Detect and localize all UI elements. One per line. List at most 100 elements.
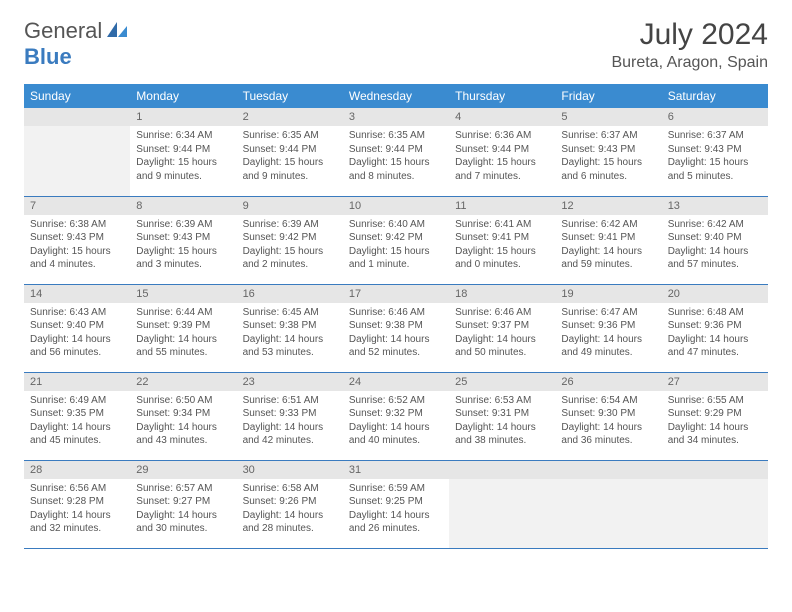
calendar-day: 21Sunrise: 6:49 AMSunset: 9:35 PMDayligh…: [24, 372, 130, 460]
day-number: 9: [237, 197, 343, 215]
calendar-empty: [555, 460, 661, 548]
calendar-day: 29Sunrise: 6:57 AMSunset: 9:27 PMDayligh…: [130, 460, 236, 548]
calendar-day: 14Sunrise: 6:43 AMSunset: 9:40 PMDayligh…: [24, 284, 130, 372]
calendar-day: 31Sunrise: 6:59 AMSunset: 9:25 PMDayligh…: [343, 460, 449, 548]
day-data: Sunrise: 6:48 AMSunset: 9:36 PMDaylight:…: [662, 303, 768, 364]
weekday-header: Thursday: [449, 84, 555, 108]
calendar-row: 14Sunrise: 6:43 AMSunset: 9:40 PMDayligh…: [24, 284, 768, 372]
day-data: Sunrise: 6:59 AMSunset: 9:25 PMDaylight:…: [343, 479, 449, 540]
day-data: Sunrise: 6:40 AMSunset: 9:42 PMDaylight:…: [343, 215, 449, 276]
day-number: 22: [130, 373, 236, 391]
calendar-table: SundayMondayTuesdayWednesdayThursdayFrid…: [24, 84, 768, 549]
day-number: 1: [130, 108, 236, 126]
day-data: Sunrise: 6:52 AMSunset: 9:32 PMDaylight:…: [343, 391, 449, 452]
logo: General: [24, 18, 130, 44]
day-number: 6: [662, 108, 768, 126]
day-data: Sunrise: 6:39 AMSunset: 9:43 PMDaylight:…: [130, 215, 236, 276]
weekday-header: Tuesday: [237, 84, 343, 108]
day-data: Sunrise: 6:43 AMSunset: 9:40 PMDaylight:…: [24, 303, 130, 364]
day-data: Sunrise: 6:44 AMSunset: 9:39 PMDaylight:…: [130, 303, 236, 364]
calendar-row: 21Sunrise: 6:49 AMSunset: 9:35 PMDayligh…: [24, 372, 768, 460]
day-number: 27: [662, 373, 768, 391]
calendar-empty: [449, 460, 555, 548]
calendar-day: 25Sunrise: 6:53 AMSunset: 9:31 PMDayligh…: [449, 372, 555, 460]
location: Bureta, Aragon, Spain: [611, 54, 768, 72]
day-number: 23: [237, 373, 343, 391]
day-number: 14: [24, 285, 130, 303]
calendar-day: 5Sunrise: 6:37 AMSunset: 9:43 PMDaylight…: [555, 108, 661, 196]
month-title: July 2024: [611, 18, 768, 52]
day-data: Sunrise: 6:45 AMSunset: 9:38 PMDaylight:…: [237, 303, 343, 364]
day-number: 25: [449, 373, 555, 391]
day-data: Sunrise: 6:57 AMSunset: 9:27 PMDaylight:…: [130, 479, 236, 540]
logo-word2: Blue: [24, 44, 72, 69]
calendar-empty: [24, 108, 130, 196]
day-number: 13: [662, 197, 768, 215]
calendar-day: 12Sunrise: 6:42 AMSunset: 9:41 PMDayligh…: [555, 196, 661, 284]
calendar-body: 1Sunrise: 6:34 AMSunset: 9:44 PMDaylight…: [24, 108, 768, 548]
calendar-day: 19Sunrise: 6:47 AMSunset: 9:36 PMDayligh…: [555, 284, 661, 372]
calendar-day: 13Sunrise: 6:42 AMSunset: 9:40 PMDayligh…: [662, 196, 768, 284]
day-data: Sunrise: 6:39 AMSunset: 9:42 PMDaylight:…: [237, 215, 343, 276]
day-number: 2: [237, 108, 343, 126]
calendar-day: 28Sunrise: 6:56 AMSunset: 9:28 PMDayligh…: [24, 460, 130, 548]
weekday-header: Saturday: [662, 84, 768, 108]
logo-sail-icon: [106, 20, 128, 43]
day-number: 30: [237, 461, 343, 479]
day-number: 4: [449, 108, 555, 126]
calendar-day: 15Sunrise: 6:44 AMSunset: 9:39 PMDayligh…: [130, 284, 236, 372]
day-data: Sunrise: 6:34 AMSunset: 9:44 PMDaylight:…: [130, 126, 236, 187]
weekday-header: Wednesday: [343, 84, 449, 108]
calendar-row: 28Sunrise: 6:56 AMSunset: 9:28 PMDayligh…: [24, 460, 768, 548]
day-number: 19: [555, 285, 661, 303]
day-data: Sunrise: 6:51 AMSunset: 9:33 PMDaylight:…: [237, 391, 343, 452]
day-data: Sunrise: 6:58 AMSunset: 9:26 PMDaylight:…: [237, 479, 343, 540]
calendar-day: 26Sunrise: 6:54 AMSunset: 9:30 PMDayligh…: [555, 372, 661, 460]
calendar-day: 16Sunrise: 6:45 AMSunset: 9:38 PMDayligh…: [237, 284, 343, 372]
logo-word1: General: [24, 18, 102, 44]
calendar-day: 6Sunrise: 6:37 AMSunset: 9:43 PMDaylight…: [662, 108, 768, 196]
calendar-day: 22Sunrise: 6:50 AMSunset: 9:34 PMDayligh…: [130, 372, 236, 460]
day-number: 31: [343, 461, 449, 479]
calendar-day: 8Sunrise: 6:39 AMSunset: 9:43 PMDaylight…: [130, 196, 236, 284]
day-number: 7: [24, 197, 130, 215]
weekday-header: Monday: [130, 84, 236, 108]
calendar-day: 11Sunrise: 6:41 AMSunset: 9:41 PMDayligh…: [449, 196, 555, 284]
day-number: 18: [449, 285, 555, 303]
calendar-day: 27Sunrise: 6:55 AMSunset: 9:29 PMDayligh…: [662, 372, 768, 460]
day-number: 3: [343, 108, 449, 126]
calendar-day: 23Sunrise: 6:51 AMSunset: 9:33 PMDayligh…: [237, 372, 343, 460]
header: General July 2024 Bureta, Aragon, Spain: [0, 0, 792, 76]
calendar-row: 1Sunrise: 6:34 AMSunset: 9:44 PMDaylight…: [24, 108, 768, 196]
day-data: Sunrise: 6:42 AMSunset: 9:41 PMDaylight:…: [555, 215, 661, 276]
calendar-empty: [662, 460, 768, 548]
logo-word2-wrap: Blue: [24, 44, 72, 70]
day-number: 24: [343, 373, 449, 391]
calendar-day: 4Sunrise: 6:36 AMSunset: 9:44 PMDaylight…: [449, 108, 555, 196]
day-data: Sunrise: 6:46 AMSunset: 9:37 PMDaylight:…: [449, 303, 555, 364]
day-data: Sunrise: 6:37 AMSunset: 9:43 PMDaylight:…: [662, 126, 768, 187]
calendar-row: 7Sunrise: 6:38 AMSunset: 9:43 PMDaylight…: [24, 196, 768, 284]
day-data: Sunrise: 6:50 AMSunset: 9:34 PMDaylight:…: [130, 391, 236, 452]
day-number: 12: [555, 197, 661, 215]
day-number: 21: [24, 373, 130, 391]
day-data: Sunrise: 6:46 AMSunset: 9:38 PMDaylight:…: [343, 303, 449, 364]
day-number: 28: [24, 461, 130, 479]
calendar-day: 2Sunrise: 6:35 AMSunset: 9:44 PMDaylight…: [237, 108, 343, 196]
calendar-day: 30Sunrise: 6:58 AMSunset: 9:26 PMDayligh…: [237, 460, 343, 548]
day-data: Sunrise: 6:35 AMSunset: 9:44 PMDaylight:…: [343, 126, 449, 187]
calendar-day: 20Sunrise: 6:48 AMSunset: 9:36 PMDayligh…: [662, 284, 768, 372]
calendar-day: 18Sunrise: 6:46 AMSunset: 9:37 PMDayligh…: [449, 284, 555, 372]
day-data: Sunrise: 6:49 AMSunset: 9:35 PMDaylight:…: [24, 391, 130, 452]
day-data: Sunrise: 6:38 AMSunset: 9:43 PMDaylight:…: [24, 215, 130, 276]
day-data: Sunrise: 6:37 AMSunset: 9:43 PMDaylight:…: [555, 126, 661, 187]
weekday-header: Sunday: [24, 84, 130, 108]
day-number: 15: [130, 285, 236, 303]
day-number: 8: [130, 197, 236, 215]
calendar-day: 7Sunrise: 6:38 AMSunset: 9:43 PMDaylight…: [24, 196, 130, 284]
day-data: Sunrise: 6:55 AMSunset: 9:29 PMDaylight:…: [662, 391, 768, 452]
day-number: 5: [555, 108, 661, 126]
calendar-day: 1Sunrise: 6:34 AMSunset: 9:44 PMDaylight…: [130, 108, 236, 196]
day-data: Sunrise: 6:53 AMSunset: 9:31 PMDaylight:…: [449, 391, 555, 452]
day-data: Sunrise: 6:56 AMSunset: 9:28 PMDaylight:…: [24, 479, 130, 540]
